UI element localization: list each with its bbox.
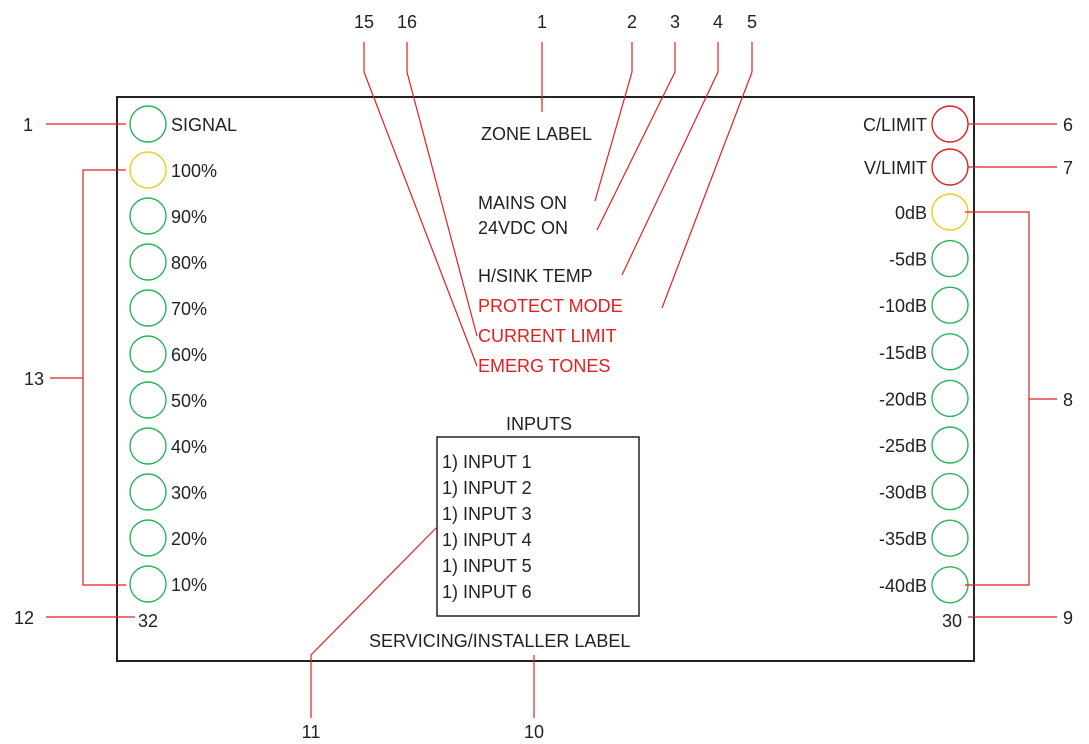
leader-11 xyxy=(310,526,438,718)
callout-13: 13 xyxy=(24,369,44,389)
c-limit-label: C/LIMIT xyxy=(863,115,927,135)
right-level-led xyxy=(931,333,969,371)
signal-led xyxy=(129,105,167,143)
leader-4-diag xyxy=(621,71,719,276)
callout-12: 12 xyxy=(14,608,34,628)
input-item: 1) INPUT 2 xyxy=(442,478,532,498)
callout-7: 7 xyxy=(1063,158,1073,178)
emerg-tones-label: EMERG TONES xyxy=(478,356,610,376)
c-limit-led xyxy=(931,105,969,143)
callout-8: 8 xyxy=(1063,390,1073,410)
left-level-label: 90% xyxy=(171,207,207,227)
left-level-label: 100% xyxy=(171,161,217,181)
left-level-label: 10% xyxy=(171,575,207,595)
left-level-led xyxy=(129,335,167,373)
callout-5: 5 xyxy=(747,12,757,32)
leader-3-diag xyxy=(596,71,676,231)
right-level-led xyxy=(931,566,969,604)
front-panel-outline xyxy=(116,96,975,662)
signal-label: SIGNAL xyxy=(171,115,237,135)
right-level-label: -15dB xyxy=(879,343,927,363)
input-item: 1) INPUT 6 xyxy=(442,582,532,602)
left-level-led xyxy=(129,473,167,511)
inputs-list: 1) INPUT 1 1) INPUT 2 1) INPUT 3 1) INPUT 4… xyxy=(442,452,532,602)
input-item: 1) INPUT 5 xyxy=(442,556,532,576)
right-level-led xyxy=(931,426,969,464)
right-level-led xyxy=(931,239,969,278)
callout-11: 11 xyxy=(302,722,321,742)
left-level-label: 60% xyxy=(171,345,207,365)
right-level-label: 0dB xyxy=(895,203,927,223)
zone-label: ZONE LABEL xyxy=(481,124,592,144)
left-level-led xyxy=(129,151,167,189)
heatsink-temp-label: H/SINK TEMP xyxy=(478,266,593,286)
input-item: 1) INPUT 1 xyxy=(442,452,532,472)
right-level-label: -25dB xyxy=(879,436,927,456)
right-level-label: -20dB xyxy=(879,389,927,409)
left-level-led xyxy=(129,427,167,465)
right-level-label: -40dB xyxy=(879,576,927,596)
right-level-label: -10dB xyxy=(879,296,927,316)
v-limit-label: V/LIMIT xyxy=(864,158,927,178)
right-bottom-number: 30 xyxy=(942,611,962,631)
right-output-meter: C/LIMIT V/LIMIT 0dB -5dB -10dB -15dB -20dB -25d… xyxy=(863,105,969,604)
servicing-installer-label: SERVICING/INSTALLER LABEL xyxy=(369,631,630,651)
callout-4: 4 xyxy=(713,12,723,32)
callout-9: 9 xyxy=(1063,608,1073,628)
right-level-led xyxy=(931,472,969,511)
input-item: 1) INPUT 3 xyxy=(442,504,532,524)
inputs-title: INPUTS xyxy=(506,414,572,434)
leader-16-diag xyxy=(406,71,478,337)
callout-16: 16 xyxy=(397,12,417,32)
callout-3: 3 xyxy=(670,12,680,32)
callout-1-left: 1 xyxy=(23,115,33,135)
left-level-led xyxy=(129,243,167,281)
current-limit-label: CURRENT LIMIT xyxy=(478,326,617,346)
right-level-label: -35dB xyxy=(879,529,927,549)
dc-on-label: 24VDC ON xyxy=(478,218,568,238)
left-level-label: 30% xyxy=(171,483,207,503)
right-level-led xyxy=(931,286,969,324)
left-signal-meter: SIGNAL 100% 90% 80% 70% 60% 50% 40% 30% 20% 10% xyxy=(129,105,237,603)
callout-10: 10 xyxy=(524,722,544,742)
leader-15-diag xyxy=(363,71,478,367)
right-level-led xyxy=(931,193,969,231)
left-level-led xyxy=(129,381,167,419)
callout-1-top: 1 xyxy=(537,12,547,32)
left-level-label: 40% xyxy=(171,437,207,457)
left-level-led xyxy=(129,289,167,327)
inputs-box xyxy=(436,436,640,617)
protect-mode-label: PROTECT MODE xyxy=(478,296,623,316)
input-item: 1) INPUT 4 xyxy=(442,530,532,550)
leader-5-diag xyxy=(661,71,753,309)
left-level-led xyxy=(129,197,167,235)
mains-on-label: MAINS ON xyxy=(478,193,567,213)
leader-13-bracket xyxy=(82,169,126,586)
left-level-label: 70% xyxy=(171,299,207,319)
left-level-led xyxy=(129,519,167,557)
callout-2: 2 xyxy=(627,12,637,32)
right-level-label: -30dB xyxy=(879,483,927,503)
left-bottom-number: 32 xyxy=(138,611,158,631)
left-level-led xyxy=(129,565,167,603)
left-level-label: 50% xyxy=(171,391,207,411)
leader-lines xyxy=(46,42,1057,718)
left-level-label: 20% xyxy=(171,529,207,549)
right-level-label: -5dB xyxy=(889,250,927,270)
callout-6: 6 xyxy=(1063,115,1073,135)
callout-15: 15 xyxy=(354,12,374,32)
right-level-led xyxy=(931,379,969,418)
left-level-label: 80% xyxy=(171,253,207,273)
right-level-led xyxy=(931,519,969,557)
v-limit-led xyxy=(931,148,969,186)
leader-2-diag xyxy=(594,71,633,202)
